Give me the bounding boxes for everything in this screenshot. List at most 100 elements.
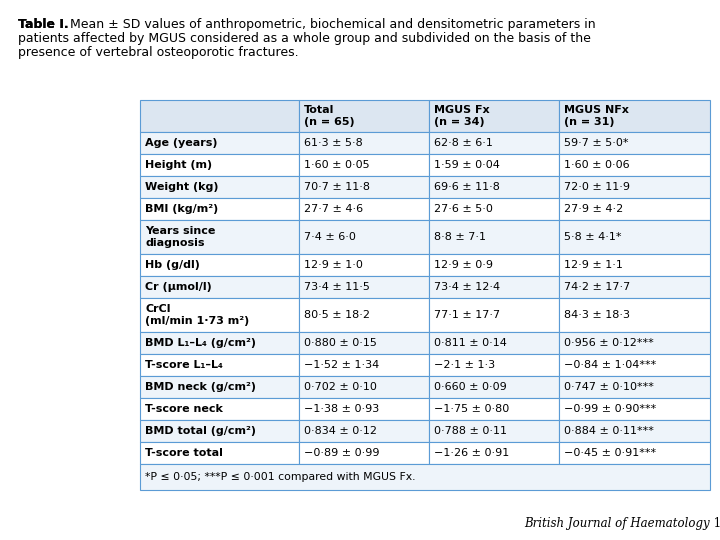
Bar	[429, 398, 559, 420]
Text: 69·6 ± 11·8: 69·6 ± 11·8	[434, 182, 500, 192]
Text: −1·26 ± 0·91: −1·26 ± 0·91	[434, 448, 509, 458]
Text: 27·6 ± 5·0: 27·6 ± 5·0	[434, 204, 492, 214]
Bar	[559, 100, 710, 132]
Text: patients affected by MGUS considered as a whole group and subdivided on the basi: patients affected by MGUS considered as …	[18, 32, 591, 45]
Text: 1·60 ± 0·05: 1·60 ± 0·05	[304, 160, 369, 170]
Bar	[559, 176, 710, 198]
Text: T-score L₁–L₄: T-score L₁–L₄	[145, 360, 223, 370]
Text: −0·45 ± 0·91***: −0·45 ± 0·91***	[564, 448, 656, 458]
Text: 1·59 ± 0·04: 1·59 ± 0·04	[434, 160, 500, 170]
Bar	[140, 442, 299, 464]
Text: Mean ± SD values of anthropometric, biochemical and densitometric parameters in: Mean ± SD values of anthropometric, bioc…	[66, 18, 595, 31]
Text: 27·9 ± 4·2: 27·9 ± 4·2	[564, 204, 624, 214]
Bar	[429, 254, 559, 276]
Bar	[140, 100, 299, 132]
Bar	[429, 354, 559, 376]
Text: 0·811 ± 0·14: 0·811 ± 0·14	[434, 338, 507, 348]
Bar	[299, 442, 429, 464]
Text: 5·8 ± 4·1*: 5·8 ± 4·1*	[564, 232, 621, 242]
Bar	[429, 276, 559, 298]
Text: 1·60 ± 0·06: 1·60 ± 0·06	[564, 160, 629, 170]
Text: 134 (5), 485-490.: 134 (5), 485-490.	[710, 517, 720, 530]
Text: −1·75 ± 0·80: −1·75 ± 0·80	[434, 404, 509, 414]
Bar	[429, 154, 559, 176]
Text: Total
(n = 65): Total (n = 65)	[304, 105, 354, 127]
Text: *P ≤ 0·05; ***P ≤ 0·001 compared with MGUS Fx.: *P ≤ 0·05; ***P ≤ 0·001 compared with MG…	[145, 472, 415, 482]
Text: 8·8 ± 7·1: 8·8 ± 7·1	[434, 232, 486, 242]
Bar	[429, 176, 559, 198]
Bar	[559, 354, 710, 376]
Text: 84·3 ± 18·3: 84·3 ± 18·3	[564, 310, 630, 320]
Bar	[559, 154, 710, 176]
Bar	[140, 354, 299, 376]
Bar	[140, 420, 299, 442]
Bar	[140, 376, 299, 398]
Text: 0·834 ± 0·12: 0·834 ± 0·12	[304, 426, 377, 436]
Text: 61·3 ± 5·8: 61·3 ± 5·8	[304, 138, 363, 148]
Bar	[559, 276, 710, 298]
Bar	[429, 132, 559, 154]
Bar	[299, 398, 429, 420]
Bar	[299, 100, 429, 132]
Bar	[559, 254, 710, 276]
Text: 12·9 ± 0·9: 12·9 ± 0·9	[434, 260, 493, 270]
Bar	[299, 132, 429, 154]
Bar	[140, 132, 299, 154]
Bar	[140, 154, 299, 176]
Text: Table I.: Table I.	[18, 18, 68, 31]
Bar	[299, 420, 429, 442]
Text: 72·0 ± 11·9: 72·0 ± 11·9	[564, 182, 630, 192]
Bar	[429, 298, 559, 332]
Bar	[140, 176, 299, 198]
Text: MGUS Fx
(n = 34): MGUS Fx (n = 34)	[434, 105, 490, 127]
Text: −2·1 ± 1·3: −2·1 ± 1·3	[434, 360, 495, 370]
Bar	[140, 332, 299, 354]
Text: 0·880 ± 0·15: 0·880 ± 0·15	[304, 338, 377, 348]
Text: −0·99 ± 0·90***: −0·99 ± 0·90***	[564, 404, 656, 414]
Text: 70·7 ± 11·8: 70·7 ± 11·8	[304, 182, 370, 192]
Bar	[140, 398, 299, 420]
Text: Height (m): Height (m)	[145, 160, 212, 170]
Text: T-score neck: T-score neck	[145, 404, 223, 414]
Text: −0·89 ± 0·99: −0·89 ± 0·99	[304, 448, 379, 458]
Text: T-score total: T-score total	[145, 448, 223, 458]
Text: BMD total (g/cm²): BMD total (g/cm²)	[145, 426, 256, 436]
Bar	[429, 220, 559, 254]
Bar	[429, 198, 559, 220]
Text: 0·660 ± 0·09: 0·660 ± 0·09	[434, 382, 507, 392]
Bar	[140, 198, 299, 220]
Text: 73·4 ± 11·5: 73·4 ± 11·5	[304, 282, 370, 292]
Text: Years since
diagnosis: Years since diagnosis	[145, 226, 215, 248]
Bar	[559, 298, 710, 332]
Text: 0·702 ± 0·10: 0·702 ± 0·10	[304, 382, 377, 392]
Text: Hb (g/dl): Hb (g/dl)	[145, 260, 200, 270]
Text: 59·7 ± 5·0*: 59·7 ± 5·0*	[564, 138, 629, 148]
Text: −1·38 ± 0·93: −1·38 ± 0·93	[304, 404, 379, 414]
Text: Cr (μmol/l): Cr (μmol/l)	[145, 282, 212, 292]
Text: BMI (kg/m²): BMI (kg/m²)	[145, 204, 218, 214]
Bar	[140, 298, 299, 332]
Text: BMD L₁–L₄ (g/cm²): BMD L₁–L₄ (g/cm²)	[145, 338, 256, 348]
Bar	[429, 420, 559, 442]
Text: 0·884 ± 0·11***: 0·884 ± 0·11***	[564, 426, 654, 436]
Text: 12·9 ± 1·1: 12·9 ± 1·1	[564, 260, 623, 270]
Bar	[299, 198, 429, 220]
Text: −0·84 ± 1·04***: −0·84 ± 1·04***	[564, 360, 656, 370]
Bar	[299, 332, 429, 354]
Text: 80·5 ± 18·2: 80·5 ± 18·2	[304, 310, 370, 320]
Text: Age (years): Age (years)	[145, 138, 217, 148]
Text: CrCl
(ml/min 1·73 m²): CrCl (ml/min 1·73 m²)	[145, 304, 249, 326]
Bar	[299, 154, 429, 176]
Text: −1·52 ± 1·34: −1·52 ± 1·34	[304, 360, 379, 370]
Text: BMD neck (g/cm²): BMD neck (g/cm²)	[145, 382, 256, 392]
Text: 0·956 ± 0·12***: 0·956 ± 0·12***	[564, 338, 654, 348]
Bar	[429, 100, 559, 132]
Text: MGUS NFx
(n = 31): MGUS NFx (n = 31)	[564, 105, 629, 127]
Text: British Journal of Haematology: British Journal of Haematology	[524, 517, 710, 530]
Text: Table I.: Table I.	[18, 18, 68, 31]
Text: 77·1 ± 17·7: 77·1 ± 17·7	[434, 310, 500, 320]
Bar	[429, 376, 559, 398]
Text: 7·4 ± 6·0: 7·4 ± 6·0	[304, 232, 356, 242]
Bar	[140, 220, 299, 254]
Bar	[559, 198, 710, 220]
